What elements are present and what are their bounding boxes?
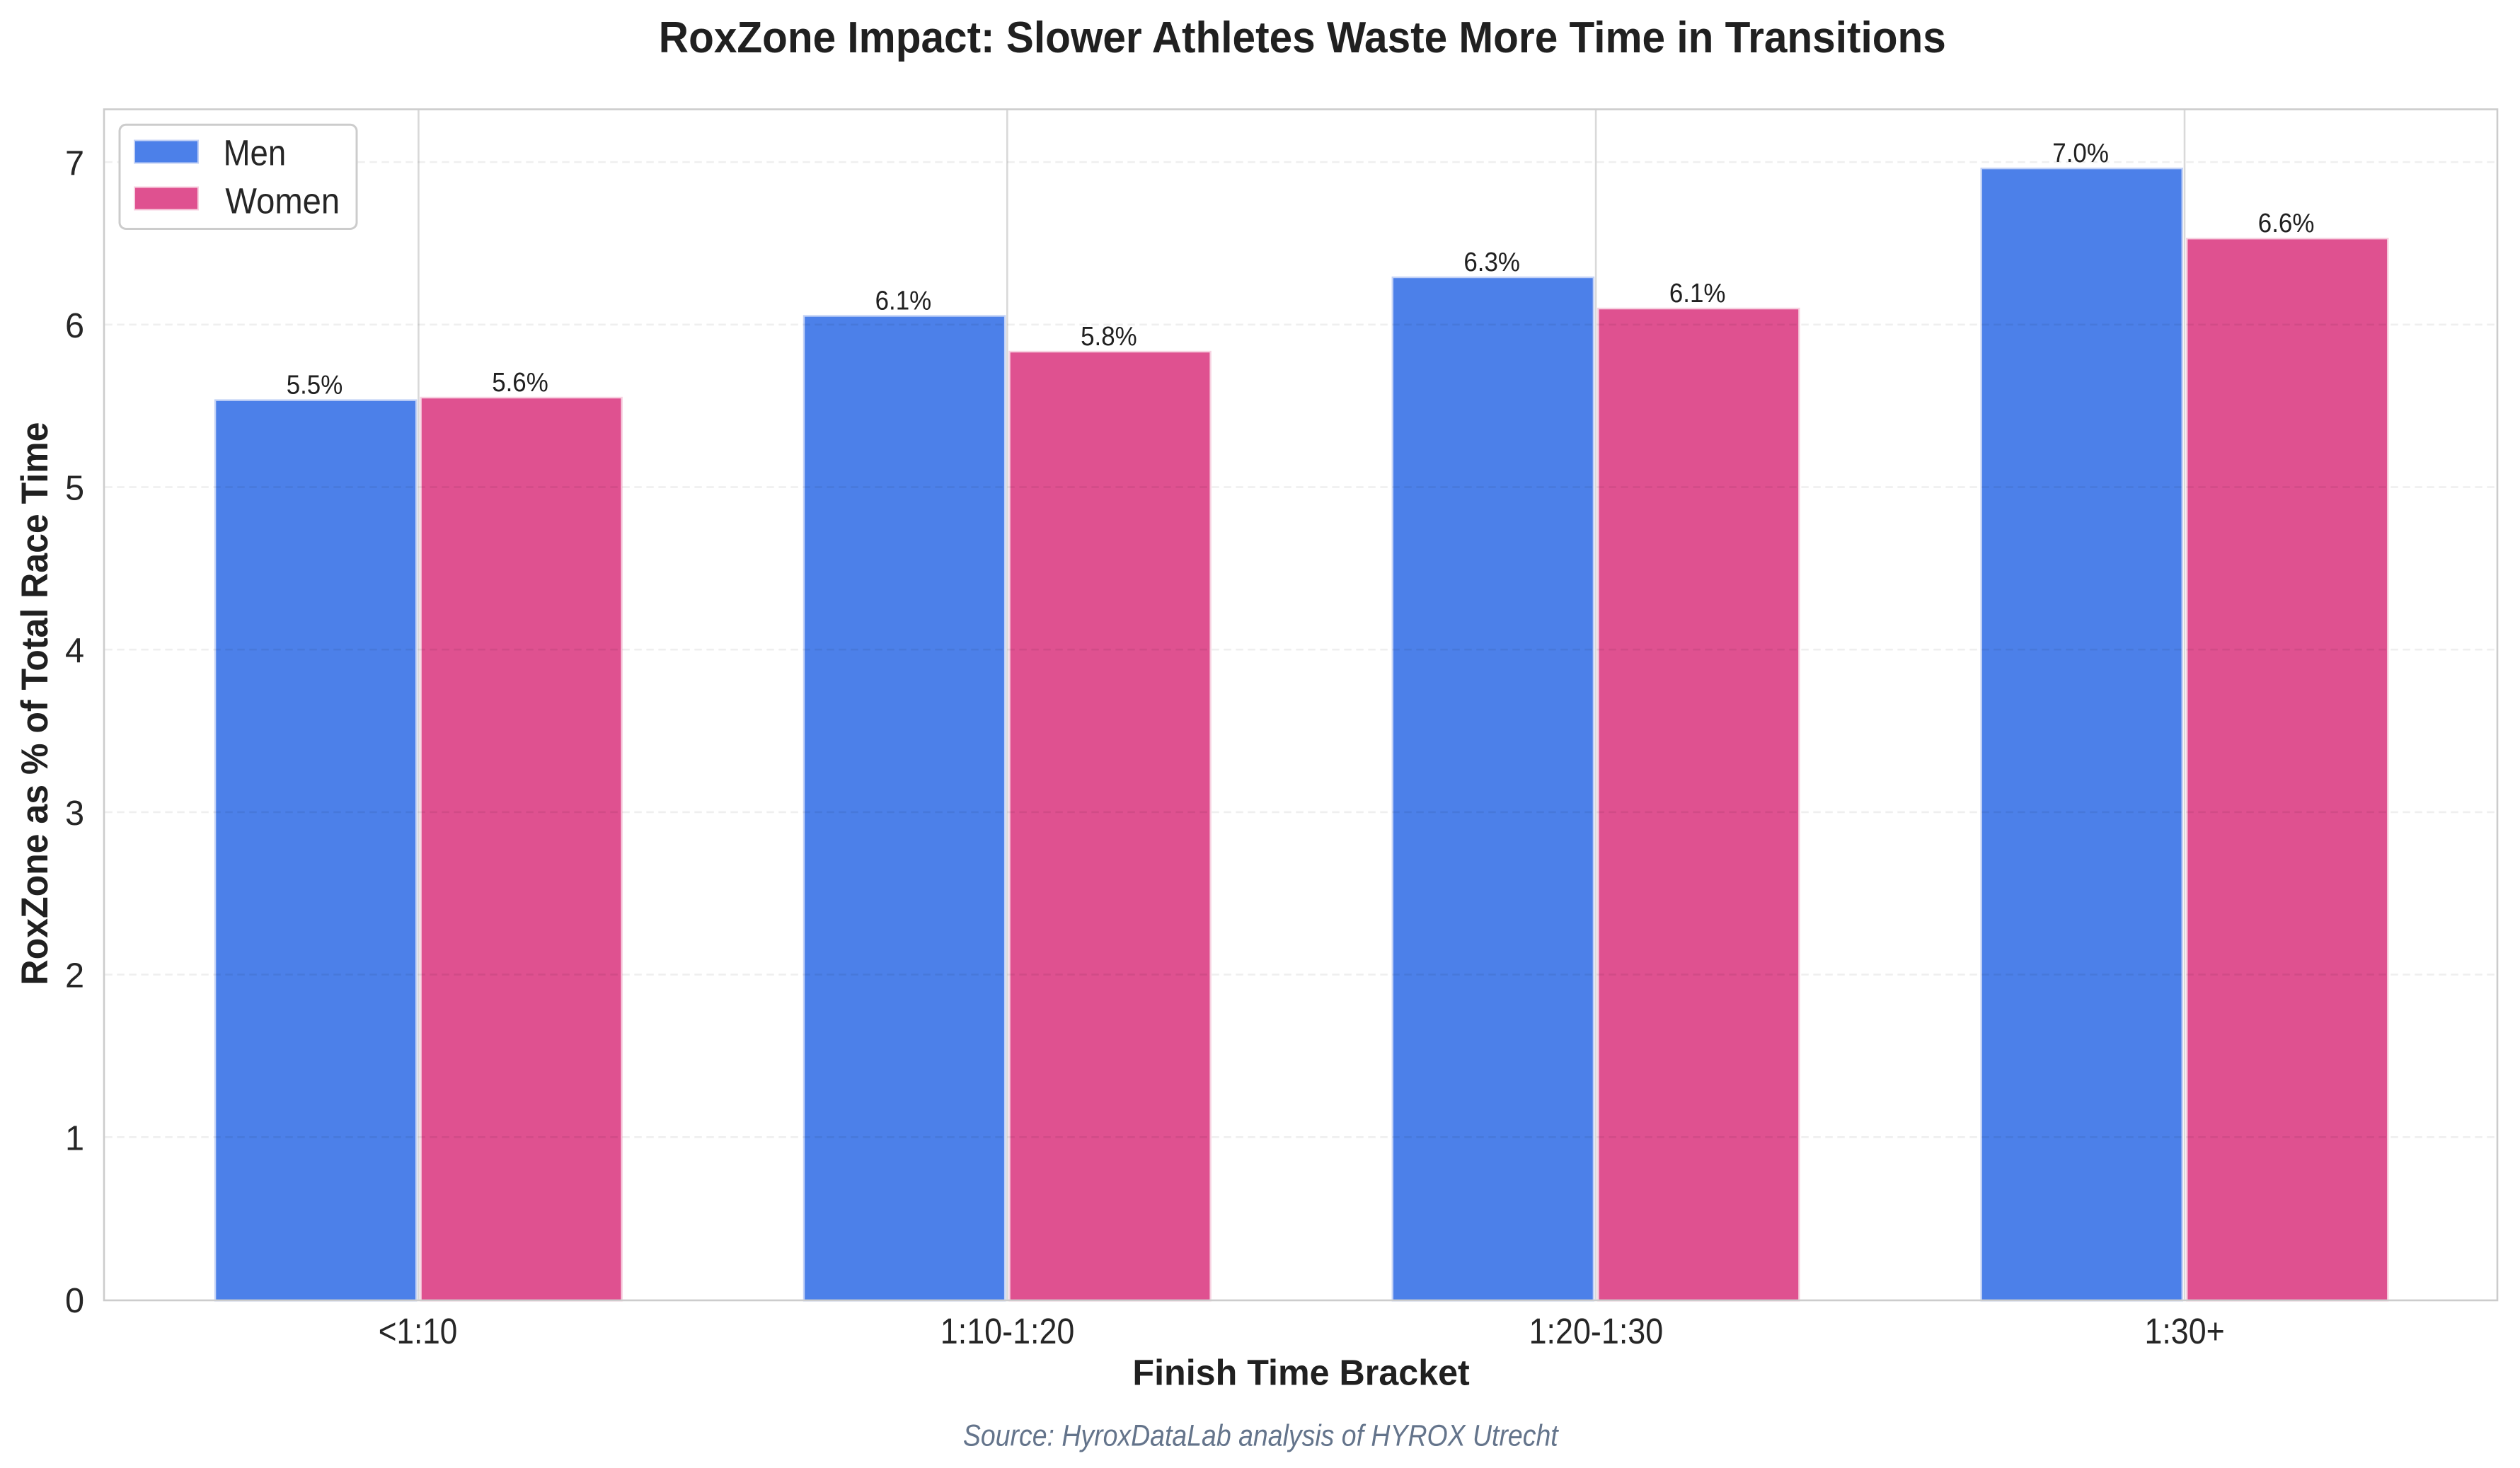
svg-text:5.8%: 5.8% [1081, 322, 1137, 352]
svg-text:Men: Men [224, 133, 287, 173]
svg-text:Women: Women [225, 181, 340, 221]
svg-text:5.5%: 5.5% [287, 371, 343, 400]
svg-text:7.0%: 7.0% [2052, 139, 2109, 168]
svg-text:<1:10: <1:10 [379, 1311, 458, 1351]
svg-text:0: 0 [65, 1282, 84, 1320]
svg-text:5.6%: 5.6% [492, 368, 548, 398]
svg-text:3: 3 [65, 794, 84, 833]
svg-text:1:20-1:30: 1:20-1:30 [1529, 1311, 1664, 1351]
svg-text:Source: HyroxDataLab analysis: Source: HyroxDataLab analysis of HYROX U… [963, 1419, 1560, 1452]
svg-text:Finish Time Bracket: Finish Time Bracket [1132, 1352, 1469, 1392]
svg-text:6.6%: 6.6% [2258, 209, 2315, 238]
svg-text:RoxZone as % of Total Race Tim: RoxZone as % of Total Race Time [14, 422, 56, 986]
svg-text:4: 4 [65, 632, 84, 670]
svg-text:RoxZone Impact: Slower Athlete: RoxZone Impact: Slower Athletes Waste Mo… [659, 13, 1946, 62]
svg-text:6: 6 [65, 307, 84, 345]
svg-text:2: 2 [65, 957, 84, 995]
svg-text:6.1%: 6.1% [875, 287, 932, 316]
svg-text:7: 7 [65, 144, 84, 183]
svg-text:1:30+: 1:30+ [2145, 1311, 2225, 1351]
svg-text:1:10-1:20: 1:10-1:20 [940, 1311, 1075, 1351]
svg-text:6.3%: 6.3% [1463, 248, 1520, 277]
svg-text:1: 1 [65, 1119, 84, 1157]
svg-text:5: 5 [65, 469, 84, 507]
svg-text:6.1%: 6.1% [1669, 279, 1726, 308]
